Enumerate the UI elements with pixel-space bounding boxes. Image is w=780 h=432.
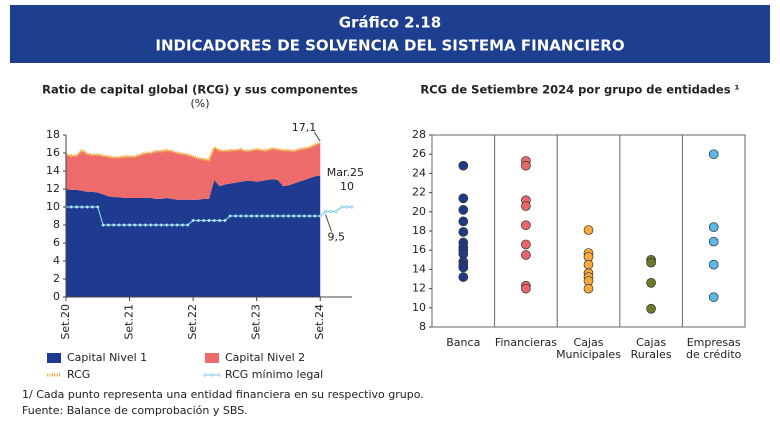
leader-line xyxy=(325,214,332,232)
dot xyxy=(646,303,656,314)
chart-title: RCG de Setiembre 2024 por grupo de entid… xyxy=(420,83,739,97)
dot xyxy=(521,220,531,231)
y-tick-label: 22 xyxy=(412,186,426,199)
legend-swatch xyxy=(205,353,219,363)
dot xyxy=(521,201,531,211)
dot xyxy=(646,277,656,288)
dot xyxy=(708,222,719,233)
dot xyxy=(708,236,719,247)
legend-label: RCG mínimo legal xyxy=(225,368,323,381)
y-tick-label: 26 xyxy=(412,147,426,160)
dot xyxy=(458,272,469,282)
y-tick-label: 10 xyxy=(46,200,60,213)
legend-label: Capital Nivel 1 xyxy=(67,351,147,364)
y-tick-label: 12 xyxy=(46,182,60,195)
dot xyxy=(458,216,469,227)
dot xyxy=(521,250,531,260)
dot xyxy=(708,149,719,160)
legend-label: RCG xyxy=(67,368,90,381)
chart-subtitle: (%) xyxy=(190,97,209,110)
y-tick-label: 16 xyxy=(412,243,426,256)
x-tick-label: Banca xyxy=(446,336,480,349)
annotation: Mar.25 xyxy=(327,166,364,179)
footnote: 1/ Cada punto representa una entidad fin… xyxy=(22,388,424,401)
y-tick-label: 0 xyxy=(53,290,60,303)
annotation: 17,1 xyxy=(292,121,317,134)
y-tick-label: 18 xyxy=(46,128,60,141)
dot xyxy=(458,205,469,215)
x-tick-label: Set.21 xyxy=(123,304,136,340)
dot xyxy=(521,283,531,294)
line xyxy=(64,205,354,227)
dot xyxy=(458,193,469,204)
x-tick-label: Set.24 xyxy=(313,304,326,340)
dot xyxy=(583,283,594,294)
y-tick-label: 12 xyxy=(412,282,426,295)
y-tick-label: 10 xyxy=(412,301,426,314)
chart-title: Ratio de capital global (RCG) y sus comp… xyxy=(42,83,358,97)
dot xyxy=(646,257,656,268)
dot xyxy=(521,239,531,250)
y-tick-label: 8 xyxy=(53,218,60,231)
dot xyxy=(521,160,531,171)
leader-line xyxy=(313,131,321,142)
dot xyxy=(458,262,469,273)
dot xyxy=(708,259,719,270)
annotation: 10 xyxy=(340,180,354,193)
x-tick-label: Set.23 xyxy=(250,304,263,340)
y-tick-label: 18 xyxy=(412,224,426,237)
x-tick-label: Cajas Municipales xyxy=(556,336,621,361)
x-tick-label: Cajas Rurales xyxy=(631,336,672,361)
legend-swatch xyxy=(47,353,61,363)
y-tick-label: 28 xyxy=(412,128,426,141)
y-tick-label: 20 xyxy=(412,205,426,218)
y-tick-label: 6 xyxy=(53,236,60,249)
y-tick-label: 16 xyxy=(46,146,60,159)
header-banner xyxy=(10,5,770,63)
dot xyxy=(583,225,594,235)
y-tick-label: 24 xyxy=(412,166,426,179)
y-tick-label: 2 xyxy=(53,272,60,285)
y-tick-label: 4 xyxy=(53,254,60,267)
y-tick-label: 8 xyxy=(419,320,426,333)
line xyxy=(65,141,321,162)
x-tick-label: Set.20 xyxy=(59,304,72,340)
figure-title: INDICADORES DE SOLVENCIA DEL SISTEMA FIN… xyxy=(155,37,624,55)
y-tick-label: 14 xyxy=(412,262,426,275)
dot xyxy=(458,160,469,171)
legend-label: Capital Nivel 2 xyxy=(225,351,305,364)
footnote: Fuente: Balance de comprobación y SBS. xyxy=(22,404,248,417)
annotation: 9,5 xyxy=(328,231,346,244)
x-tick-label: Set.22 xyxy=(186,304,199,340)
dot xyxy=(458,227,469,237)
x-tick-label: Empresas de crédito xyxy=(686,336,742,361)
y-tick-label: 14 xyxy=(46,164,60,177)
figure-number: Gráfico 2.18 xyxy=(339,14,441,32)
x-tick-label: Financieras xyxy=(495,336,557,349)
dot xyxy=(708,292,719,303)
dot xyxy=(583,259,594,270)
